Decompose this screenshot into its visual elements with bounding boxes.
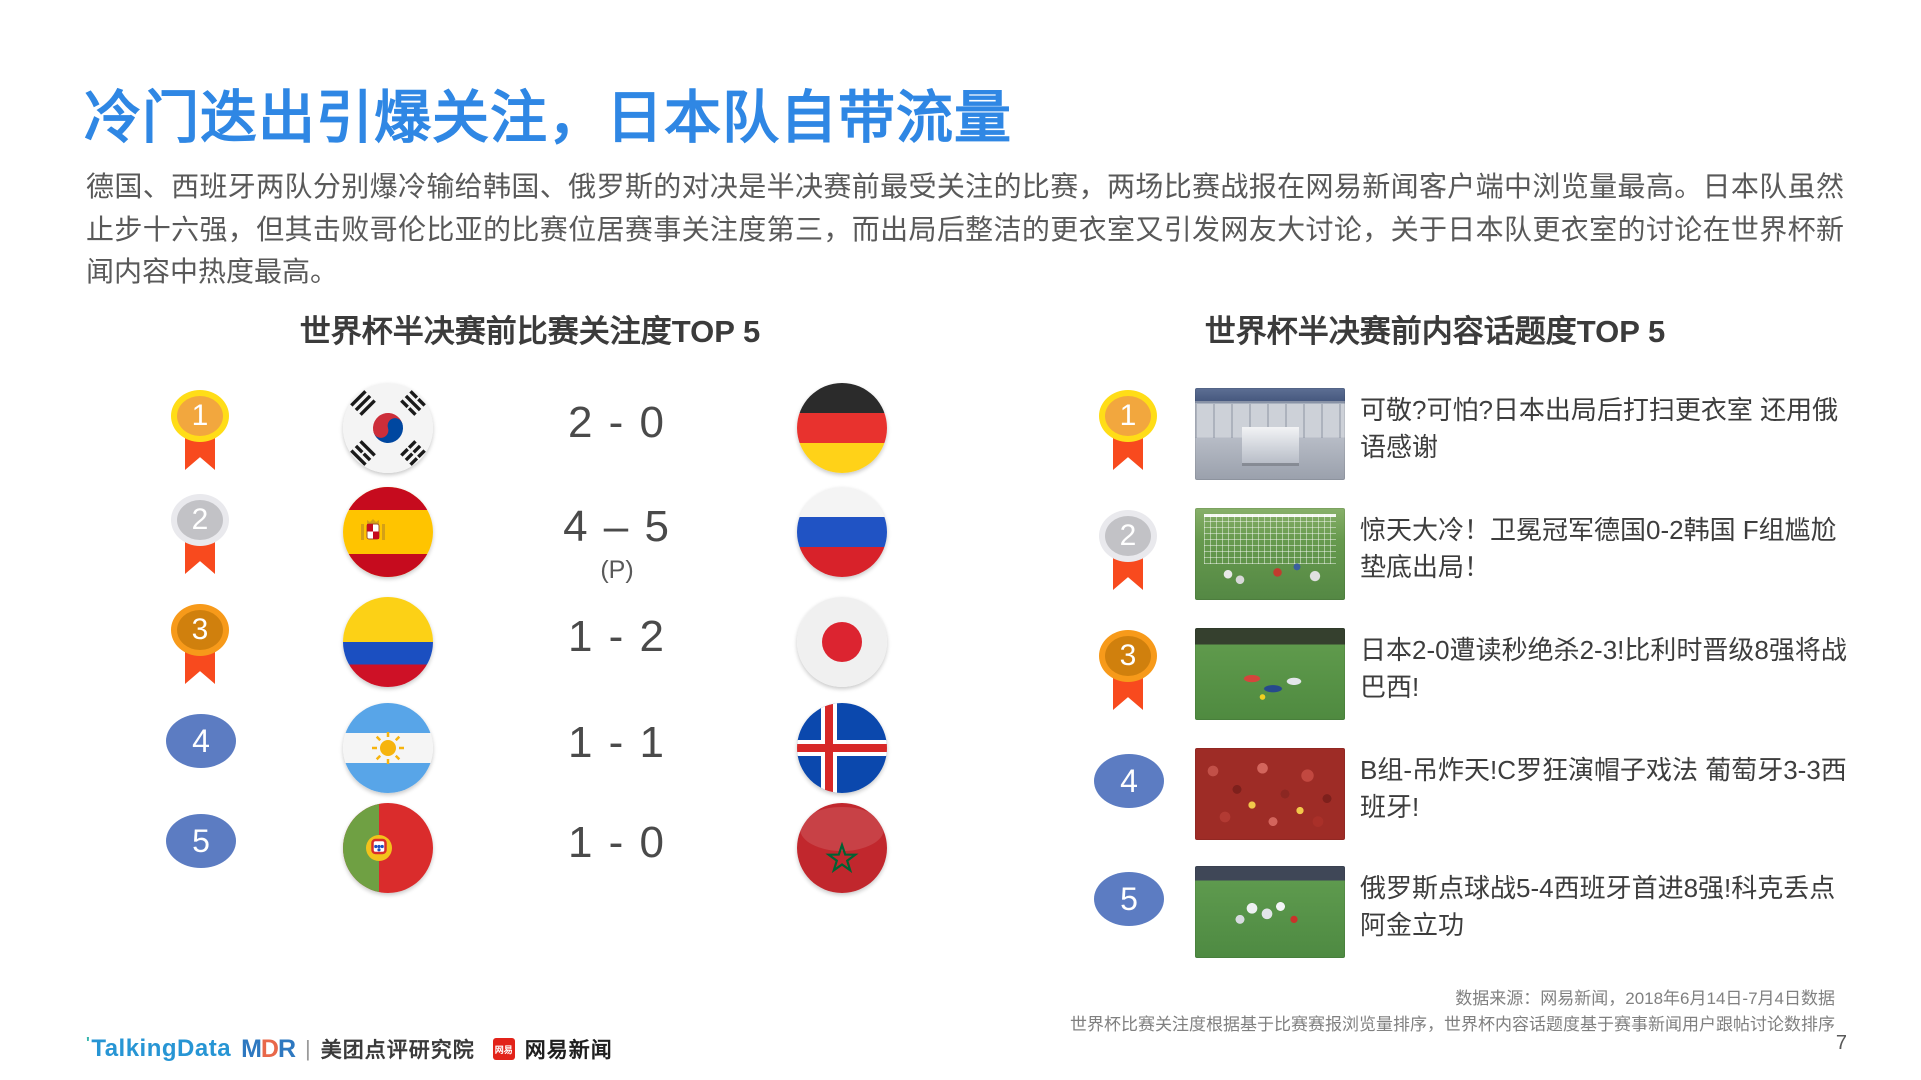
medal-rank-4: 4 — [166, 714, 236, 798]
flag-argentina-icon — [343, 703, 433, 793]
medal-circle: 5 — [166, 814, 236, 868]
medal-rank-2: 2 — [171, 494, 231, 578]
medal-circle: 1 — [1099, 390, 1157, 442]
topic-row-4: 4 B组-吊炸天!C罗狂演帽子戏法 葡萄牙3-3西班牙! — [1040, 748, 1880, 848]
rank-number: 1 — [1119, 399, 1137, 432]
medal-rank-5: 5 — [1094, 872, 1164, 956]
talkingdata-wordmark: TalkingData — [91, 1035, 232, 1062]
topic-row-3: 3 日本2-0遭读秒绝杀2-3!比利时晋级8强将战巴西! — [1040, 628, 1880, 728]
medal-circle: 3 — [1099, 630, 1157, 682]
topic-row-5: 5 俄罗斯点球战5-4西班牙首进8强!科克丢点阿金立功 — [1040, 866, 1880, 966]
page-title: 冷门迭出引爆关注，日本队自带流量 — [84, 86, 1012, 150]
rank-number: 3 — [191, 613, 209, 646]
topic-row-1: 1 可敬?可怕?日本出局后打扫更衣室 还用俄语感谢 — [1040, 388, 1880, 488]
flag-iceland-icon — [797, 703, 887, 793]
article-thumbnail-japan-belgium — [1195, 628, 1345, 720]
netease-news-label: 网易新闻 — [524, 1039, 613, 1062]
rank-number: 2 — [1119, 519, 1137, 552]
medal-circle: 3 — [171, 604, 229, 656]
flag-russia-icon — [797, 487, 887, 577]
talkingdata-logo: 'TalkingData — [86, 1035, 231, 1063]
medal-circle: 1 — [171, 390, 229, 442]
match-row-5: 5 1 - 0 — [100, 800, 980, 896]
penalty-note: (P) — [600, 556, 634, 584]
flag-colombia-icon — [343, 597, 433, 687]
data-source-note: 数据来源：网易新闻，2018年6月14日-7月4日数据 世界杯比赛关注度根据基于… — [1070, 986, 1835, 1037]
talkingdata-mark-icon: ' — [86, 1035, 91, 1052]
article-thumbnail-germany-korea — [1195, 508, 1345, 600]
article-thumbnail-portugal-spain-fans — [1195, 748, 1345, 840]
rank-number: 3 — [1119, 639, 1137, 672]
left-section-title: 世界杯半决赛前比赛关注度TOP 5 — [299, 314, 761, 349]
article-thumbnail-locker-room — [1195, 388, 1345, 480]
medal-rank-5: 5 — [166, 814, 236, 898]
match-score: 1 - 0 — [567, 818, 667, 867]
logo-separator: | — [305, 1036, 311, 1061]
flag-morocco-icon — [797, 803, 887, 893]
medal-rank-3: 3 — [1099, 630, 1159, 714]
match-score: 4 – 5 (P) — [517, 502, 717, 585]
flag-portugal-icon — [343, 803, 433, 893]
page-number: 7 — [1835, 1032, 1847, 1054]
medal-rank-3: 3 — [171, 604, 231, 688]
match-row-1: 1 — [100, 380, 980, 476]
article-thumbnail-russia-spain — [1195, 866, 1345, 958]
medal-rank-2: 2 — [1099, 510, 1159, 594]
article-headline: 可敬?可怕?日本出局后打扫更衣室 还用俄语感谢 — [1360, 395, 1839, 462]
medal-circle: 2 — [171, 494, 229, 546]
footer-logos: 'TalkingData MDR | 美团点评研究院 网易 网易新闻 — [86, 1034, 613, 1064]
article-headline: 日本2-0遭读秒绝杀2-3!比利时晋级8强将战巴西! — [1360, 635, 1847, 702]
rank-number: 1 — [191, 399, 209, 432]
article-headline: 俄罗斯点球战5-4西班牙首进8强!科克丢点阿金立功 — [1360, 873, 1836, 940]
match-row-2: 2 4 – 5 — [100, 484, 980, 584]
medal-rank-1: 1 — [1099, 390, 1159, 474]
match-score: 1 - 1 — [567, 718, 667, 767]
rank-number: 5 — [1120, 880, 1138, 917]
match-score: 1 - 2 — [567, 612, 667, 661]
medal-rank-1: 1 — [171, 390, 231, 474]
intro-paragraph: 德国、西班牙两队分别爆冷输给韩国、俄罗斯的对决是半决赛前最受关注的比赛，两场比赛… — [86, 171, 1844, 288]
rank-number: 2 — [191, 503, 209, 536]
flag-germany-icon — [797, 383, 887, 473]
flag-south-korea-icon — [343, 383, 433, 473]
netease-badge-icon: 网易 — [492, 1038, 515, 1060]
match-score: 2 - 0 — [567, 398, 667, 447]
topic-row-2: 2 惊天大冷！卫冕冠军德国0-2韩国 F组尴尬垫底出局！ — [1040, 508, 1880, 608]
flag-spain-icon — [343, 487, 433, 577]
medal-circle: 5 — [1094, 872, 1164, 926]
medal-circle: 4 — [166, 714, 236, 768]
meituan-research-label: 美团点评研究院 — [320, 1039, 475, 1062]
medal-rank-4: 4 — [1094, 754, 1164, 838]
article-headline: B组-吊炸天!C罗狂演帽子戏法 葡萄牙3-3西班牙! — [1360, 755, 1847, 822]
article-headline: 惊天大冷！卫冕冠军德国0-2韩国 F组尴尬垫底出局！ — [1360, 515, 1837, 582]
medal-circle: 4 — [1094, 754, 1164, 808]
content-topic-table: 1 可敬?可怕?日本出局后打扫更衣室 还用俄语感谢 2 惊天大冷！卫冕冠军德国0… — [1040, 370, 1880, 990]
medal-circle: 2 — [1099, 510, 1157, 562]
mdr-logo: MDR — [241, 1034, 296, 1063]
flag-japan-icon — [797, 597, 887, 687]
right-section-title: 世界杯半决赛前内容话题度TOP 5 — [1204, 314, 1666, 349]
source-line-2: 世界杯比赛关注度根据基于比赛赛报浏览量排序，世界杯内容话题度基于赛事新闻用户跟帖… — [1070, 1014, 1835, 1034]
source-line-1: 数据来源：网易新闻，2018年6月14日-7月4日数据 — [1455, 989, 1835, 1008]
rank-number: 4 — [192, 722, 210, 759]
rank-number: 4 — [1120, 762, 1138, 799]
match-attention-table: 1 — [100, 370, 980, 910]
match-row-3: 3 1 - 2 — [100, 594, 980, 690]
rank-number: 5 — [192, 822, 210, 859]
match-row-4: 4 1 - 1 — [100, 700, 980, 796]
